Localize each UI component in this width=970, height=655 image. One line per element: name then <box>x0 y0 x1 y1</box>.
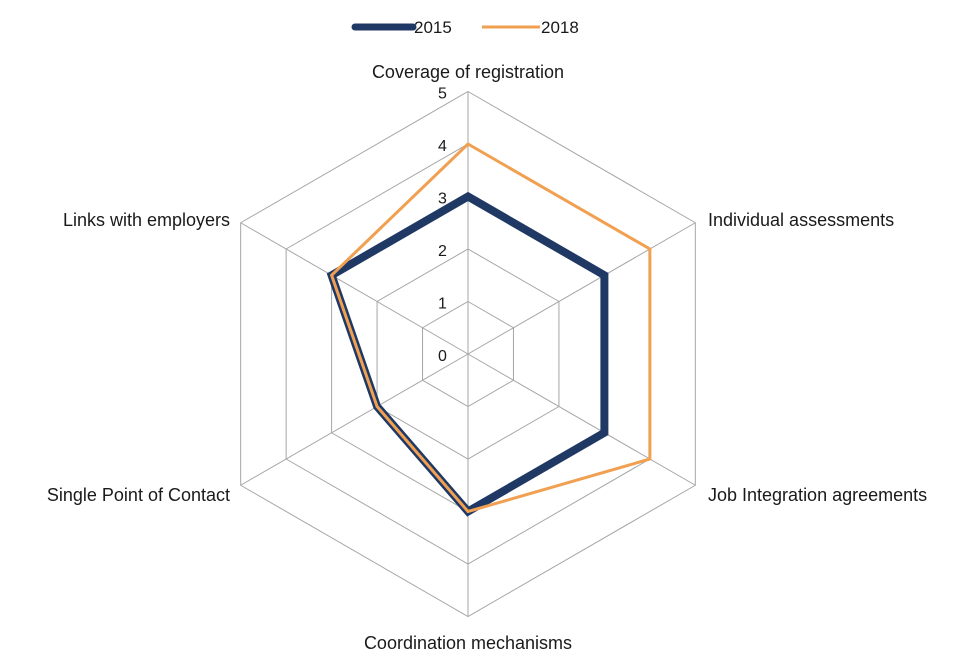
tick-labels: 0 1 2 3 4 5 <box>438 86 447 366</box>
axis-label-links-with-employers: Links with employers <box>63 210 230 230</box>
tick-label-4: 4 <box>438 138 447 155</box>
legend: 2015 2018 <box>351 18 579 37</box>
spoke-job-integration-agreements <box>467 353 696 486</box>
spoke-individual-assessments <box>467 222 696 355</box>
grid <box>240 90 696 618</box>
axis-label-coverage-of-registration: Coverage of registration <box>372 62 564 82</box>
spoke-single-point-of-contact <box>240 353 469 486</box>
axis-label-job-integration-agreements: Job Integration agreements <box>708 485 927 505</box>
series-group <box>326 142 652 517</box>
legend-label-2015: 2015 <box>414 18 452 37</box>
spoke-links-with-employers <box>240 222 469 355</box>
tick-label-1: 1 <box>438 296 447 313</box>
axis-label-coordination-mechanisms: Coordination mechanisms <box>364 633 572 653</box>
legend-label-2018: 2018 <box>541 18 579 37</box>
tick-label-0: 0 <box>438 348 447 365</box>
tick-label-3: 3 <box>438 191 447 208</box>
tick-label-2: 2 <box>438 243 447 260</box>
axis-label-individual-assessments: Individual assessments <box>708 210 894 230</box>
tick-label-5: 5 <box>438 86 447 103</box>
axis-labels: Coverage of registration Individual asses… <box>47 62 927 653</box>
axis-label-single-point-of-contact: Single Point of Contact <box>47 485 230 505</box>
